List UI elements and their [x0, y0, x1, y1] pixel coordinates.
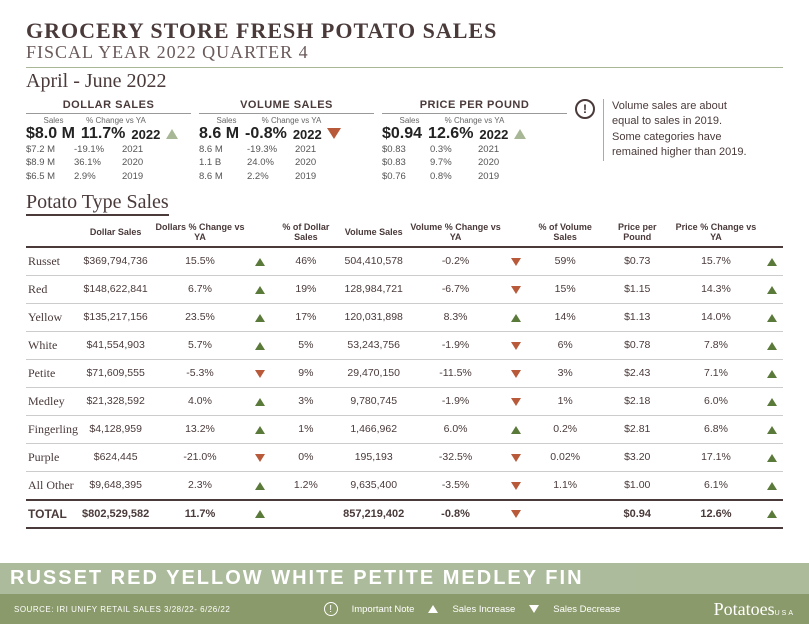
table-row: Medley$21,328,5924.0%3%9,780,745-1.9%1%$… [26, 387, 783, 415]
note-legend: Important Note [352, 604, 415, 615]
volume-sales-block: VOLUME SALES Sales% Change vs YA 8.6 M -… [199, 99, 374, 183]
logo: PotatoesUSA [714, 599, 795, 620]
footer-bar: SOURCE: IRI UNIFY RETAIL SALES 3/28/22- … [0, 594, 809, 624]
up-icon [166, 129, 178, 139]
footer: RUSSET RED YELLOW WHITE PETITE MEDLEY FI… [0, 563, 809, 624]
period-label: April - June 2022 [26, 70, 783, 93]
price-block: PRICE PER POUND Sales% Change vs YA $0.9… [382, 99, 567, 183]
increase-legend: Sales Increase [452, 604, 515, 615]
footer-bg-text: RUSSET RED YELLOW WHITE PETITE MEDLEY FI… [0, 563, 809, 594]
down-icon [328, 129, 340, 139]
table-row: Yellow$135,217,15623.5%17%120,031,8988.3… [26, 303, 783, 331]
dollar-sales-block: DOLLAR SALES Sales% Change vs YA $8.0 M … [26, 99, 191, 183]
table-row: Petite$71,609,555-5.3%9%29,470,150-11.5%… [26, 359, 783, 387]
table-row: White$41,554,9035.7%5%53,243,756-1.9%6%$… [26, 331, 783, 359]
increase-icon [428, 605, 438, 613]
decrease-legend: Sales Decrease [553, 604, 620, 615]
dollar-history: $7.2 M-19.1%2021$8.9 M36.1%2020$6.5 M2.9… [26, 143, 191, 183]
note-text: Volume sales are about equal to sales in… [603, 99, 750, 161]
table-row: Purple$624,445-21.0%0%195,193-32.5%0.02%… [26, 443, 783, 471]
table-row: Russet$369,794,73615.5%46%504,410,578-0.… [26, 247, 783, 276]
table-row: TOTAL$802,529,58211.7%857,219,402-0.8%$0… [26, 500, 783, 528]
title-main: GROCERY STORE FRESH POTATO SALES [26, 18, 783, 44]
divider [26, 67, 783, 68]
note-box: ! Volume sales are about equal to sales … [575, 99, 750, 161]
dollar-hdr: DOLLAR SALES [26, 99, 191, 114]
decrease-icon [529, 605, 539, 613]
price-history: $0.830.3%2021$0.839.7%2020$0.760.8%2019 [382, 143, 567, 183]
table-row: Red$148,622,8416.7%19%128,984,721-6.7%15… [26, 275, 783, 303]
volume-hdr: VOLUME SALES [199, 99, 374, 114]
table-row: All Other$9,648,3952.3%1.2%9,635,400-3.5… [26, 471, 783, 500]
section-header: Potato Type Sales [26, 191, 169, 216]
summary-row: DOLLAR SALES Sales% Change vs YA $8.0 M … [26, 99, 783, 183]
volume-history: 8.6 M-19.3%20211.1 B24.0%20208.6 M2.2%20… [199, 143, 374, 183]
up-icon [514, 129, 526, 139]
title-sub: FISCAL YEAR 2022 QUARTER 4 [26, 42, 783, 63]
table-row: Fingerling$4,128,95913.2%1%1,466,9626.0%… [26, 415, 783, 443]
note-legend-icon: ! [324, 602, 338, 616]
source-text: SOURCE: IRI UNIFY RETAIL SALES 3/28/22- … [14, 605, 230, 614]
potato-type-table: Dollar SalesDollars % Change vs YA% of D… [26, 218, 783, 529]
price-hdr: PRICE PER POUND [382, 99, 567, 114]
note-icon: ! [575, 99, 595, 119]
